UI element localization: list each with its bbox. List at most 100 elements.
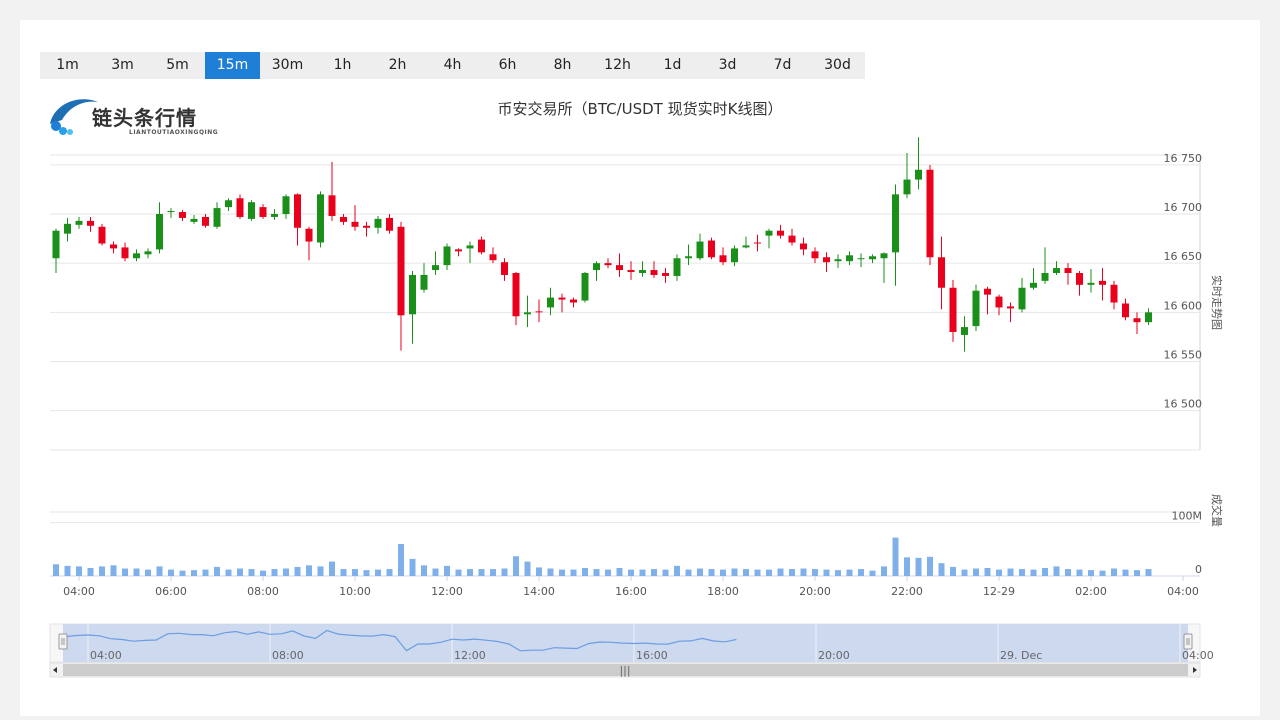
x-tick-label: 06:00 xyxy=(155,585,187,598)
scroll-left-arrow-icon[interactable] xyxy=(53,667,57,673)
candle-body xyxy=(1018,287,1026,310)
volume-bar xyxy=(869,570,876,576)
tab-1d[interactable]: 1d xyxy=(663,57,682,73)
interval-tabs: 1m 3m 5m 15m 30m 1h 2h 4h 6h 8h 12h 1d 3d 7d 30d xyxy=(40,52,865,79)
candle-body xyxy=(409,274,416,315)
candle-body xyxy=(570,299,577,303)
volume-bar xyxy=(582,568,588,576)
candle-body xyxy=(1110,284,1118,303)
candle-body xyxy=(512,273,520,317)
tab-12h[interactable]: 12h xyxy=(604,57,631,73)
price-axis-title: 实时走势图 xyxy=(1210,275,1224,330)
candle-body xyxy=(225,200,232,208)
volume-bar xyxy=(720,569,726,576)
candle-body xyxy=(305,228,313,242)
candle-body xyxy=(121,247,129,259)
volume-bar xyxy=(1065,569,1071,576)
volume-bar xyxy=(398,544,404,576)
candle-body xyxy=(524,312,531,315)
navigator-tick-label: 29. Dec xyxy=(1000,649,1042,662)
volume-bar xyxy=(754,569,761,576)
volume-bar xyxy=(674,565,680,576)
candle-body xyxy=(144,251,152,255)
tab-6h[interactable]: 6h xyxy=(498,57,517,73)
tab-8h[interactable]: 8h xyxy=(553,57,572,73)
candle-body xyxy=(1007,306,1014,309)
volume-bar xyxy=(524,561,531,576)
candle-body xyxy=(903,179,911,195)
candle-body xyxy=(1122,303,1129,318)
candle-body xyxy=(374,218,382,228)
volume-bar xyxy=(306,565,312,576)
tab-5m[interactable]: 5m xyxy=(166,57,189,73)
price-tick-label: 16 750 xyxy=(1164,152,1203,165)
candle-body xyxy=(1145,312,1152,323)
x-tick-label: 04:00 xyxy=(63,585,95,598)
volume-bar xyxy=(628,569,634,576)
candle-body xyxy=(52,230,60,259)
x-tick-label: 04:00 xyxy=(1167,585,1199,598)
volume-bar xyxy=(76,566,82,576)
tab-1m[interactable]: 1m xyxy=(56,57,79,73)
candle-body xyxy=(271,214,278,217)
volume-bar xyxy=(191,570,197,576)
candle-body xyxy=(961,327,968,335)
candle-body xyxy=(236,198,244,217)
navigator-left-handle[interactable] xyxy=(58,633,68,650)
candle-body xyxy=(213,208,221,227)
logo-mark xyxy=(50,99,98,135)
scrollbar-thumb[interactable] xyxy=(63,664,1188,676)
candle-body xyxy=(662,273,669,276)
volume-bar xyxy=(478,569,485,576)
volume-bar xyxy=(662,569,669,576)
candle-body xyxy=(328,195,336,216)
navigator-tick-label: 08:00 xyxy=(272,649,304,662)
candle-body xyxy=(294,194,301,228)
tab-30m[interactable]: 30m xyxy=(271,57,304,73)
tab-7d[interactable]: 7d xyxy=(773,57,792,73)
candle-body xyxy=(880,253,888,259)
volume-bar xyxy=(823,569,830,576)
x-tick-label: 10:00 xyxy=(339,585,371,598)
volume-bar xyxy=(283,568,289,576)
candle-body xyxy=(984,288,991,295)
tab-4h[interactable]: 4h xyxy=(443,57,462,73)
volume-bar xyxy=(1088,570,1094,576)
volume-bar xyxy=(777,568,784,576)
tab-2h[interactable]: 2h xyxy=(388,57,407,73)
candle-body xyxy=(98,226,106,244)
volume-bar xyxy=(467,569,473,576)
candle-body xyxy=(397,226,405,316)
volume-bar xyxy=(87,568,94,576)
volume-bar xyxy=(559,569,565,576)
volume-bar xyxy=(1099,570,1106,576)
volume-tick-label: 100M xyxy=(1172,510,1203,523)
volume-bar xyxy=(1053,566,1060,576)
volume-bar xyxy=(892,537,899,576)
volume-bar xyxy=(99,566,105,576)
candle-body xyxy=(282,196,290,214)
volume-bar xyxy=(386,569,393,576)
tab-30d[interactable]: 30d xyxy=(824,57,851,73)
candle-body xyxy=(75,220,83,225)
scroll-right-arrow-icon[interactable] xyxy=(1193,667,1197,673)
volume-bar xyxy=(156,566,163,576)
volume-bar xyxy=(904,557,910,576)
x-tick-label: 12-29 xyxy=(983,585,1015,598)
tab-15m[interactable]: 15m xyxy=(205,52,260,79)
volume-bar xyxy=(53,564,59,576)
volume-bar xyxy=(375,569,381,576)
volume-bar xyxy=(616,568,623,576)
volume-bar xyxy=(214,566,220,576)
navigator-tick-label: 04:00 xyxy=(90,649,122,662)
volume-bar xyxy=(421,565,427,576)
volume-bar xyxy=(237,568,243,576)
candle-body xyxy=(719,255,727,263)
candle-body xyxy=(340,216,347,222)
navigator-right-handle[interactable] xyxy=(1183,633,1193,650)
tab-3d[interactable]: 3d xyxy=(718,57,737,73)
tab-1h[interactable]: 1h xyxy=(333,57,352,73)
candle-body xyxy=(190,218,198,222)
tab-3m[interactable]: 3m xyxy=(111,57,134,73)
candle-body xyxy=(627,270,635,273)
